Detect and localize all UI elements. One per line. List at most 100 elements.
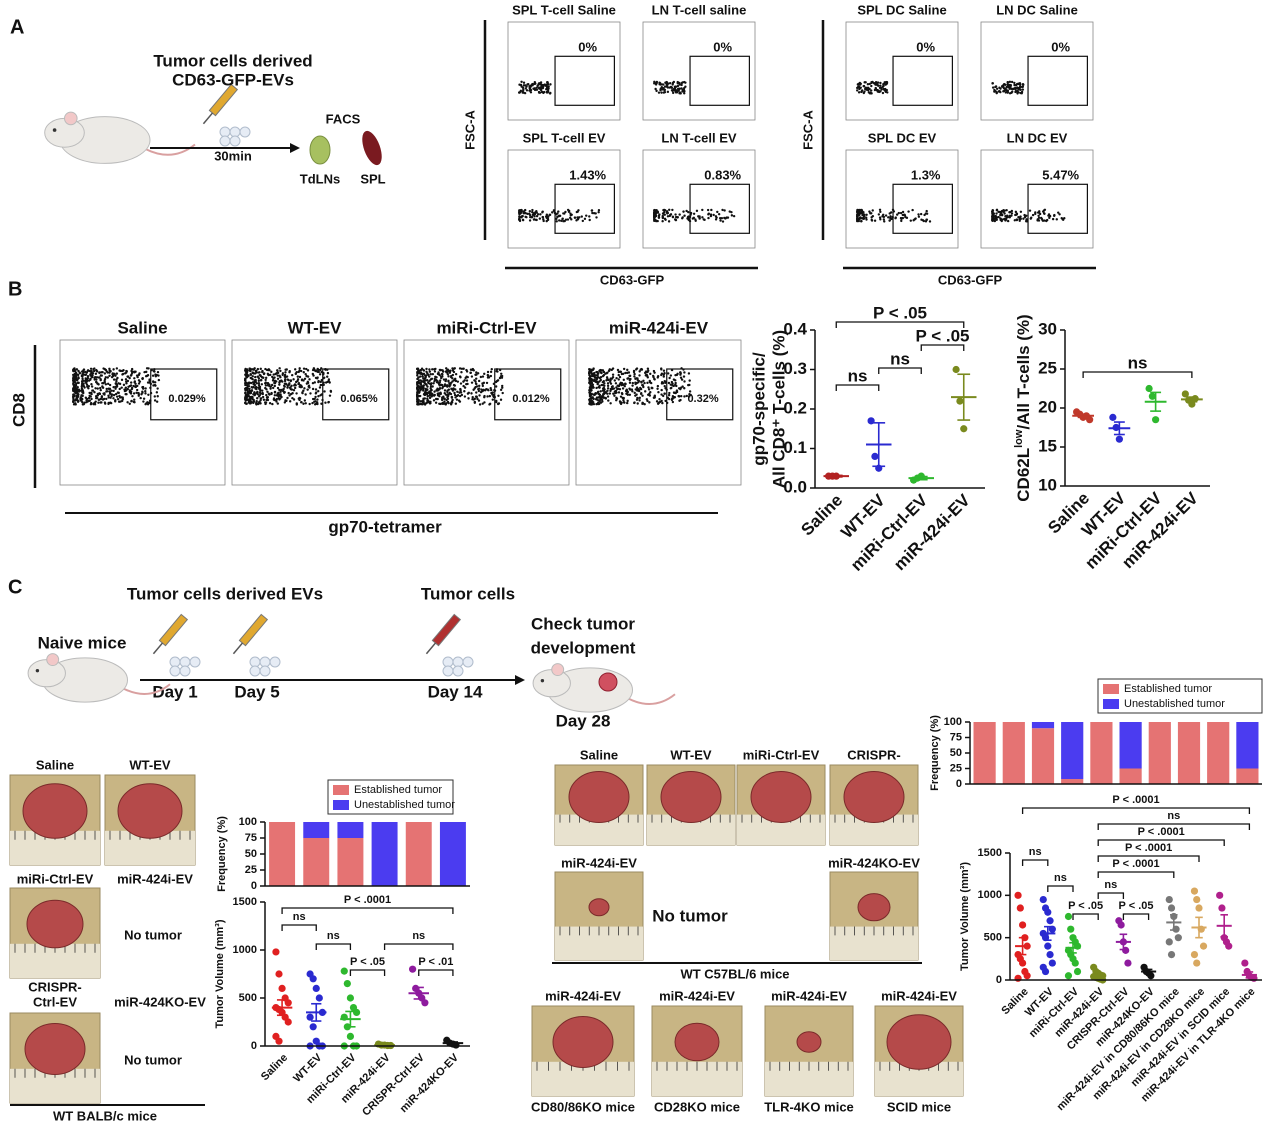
data-point xyxy=(278,984,286,993)
event-dot xyxy=(258,385,262,389)
event-dot xyxy=(901,213,904,217)
event-dot xyxy=(546,217,550,220)
event-dot xyxy=(619,381,622,384)
event-dot xyxy=(662,373,665,376)
event-dot xyxy=(868,210,871,213)
event-dot xyxy=(628,374,631,378)
event-dot xyxy=(622,378,625,382)
event-dot xyxy=(660,368,663,371)
data-point xyxy=(315,994,323,1002)
event-dot xyxy=(308,402,311,406)
event-dot xyxy=(465,370,469,373)
event-dot xyxy=(292,398,296,401)
event-dot xyxy=(311,387,315,391)
event-dot xyxy=(436,387,439,390)
event-dot xyxy=(100,401,103,404)
event-dot xyxy=(276,386,280,390)
event-dot xyxy=(154,375,158,378)
event-dot xyxy=(863,215,866,218)
event-dot xyxy=(671,208,674,212)
event-dot xyxy=(522,81,526,84)
event-dot xyxy=(456,394,460,397)
event-dot xyxy=(1058,213,1061,216)
event-dot xyxy=(156,370,160,374)
event-dot xyxy=(1006,219,1010,223)
event-dot xyxy=(279,376,282,379)
event-dot xyxy=(991,219,994,223)
event-dot xyxy=(991,215,994,219)
plot-title: SPL T-cell EV xyxy=(523,130,606,145)
syringe xyxy=(158,613,189,647)
event-dot xyxy=(596,374,599,377)
event-dot xyxy=(999,217,1003,221)
event-dot xyxy=(1040,217,1044,221)
label: Tumor cells derived xyxy=(153,51,312,70)
event-dot xyxy=(649,391,652,394)
event-dot xyxy=(152,370,156,373)
event-dot xyxy=(499,398,503,401)
event-dot xyxy=(314,388,318,391)
event-dot xyxy=(276,371,280,375)
event-dot xyxy=(1036,219,1039,222)
event-dot xyxy=(99,397,102,401)
event-dot xyxy=(76,400,80,403)
event-dot xyxy=(1011,87,1014,91)
event-dot xyxy=(991,86,995,89)
event-dot xyxy=(657,401,661,404)
event-dot xyxy=(644,374,648,377)
event-dot xyxy=(1008,210,1012,214)
event-dot xyxy=(861,212,864,215)
tumor xyxy=(26,899,84,949)
event-dot xyxy=(685,394,688,398)
event-dot xyxy=(1009,84,1013,87)
event-dot xyxy=(1061,218,1064,221)
event-dot xyxy=(288,394,291,397)
significance-bracket xyxy=(349,969,386,976)
event-dot xyxy=(326,375,329,378)
event-dot xyxy=(859,220,863,223)
event-dot xyxy=(877,213,881,216)
event-dot xyxy=(75,392,78,395)
event-dot xyxy=(254,375,257,379)
event-dot xyxy=(625,392,628,395)
label: SCID mice xyxy=(887,1099,951,1114)
event-dot xyxy=(127,385,130,388)
event-dot xyxy=(871,209,874,212)
event-dot xyxy=(264,378,267,382)
event-dot xyxy=(76,381,80,384)
event-dot xyxy=(674,213,677,216)
event-dot xyxy=(289,387,293,391)
event-dot xyxy=(501,391,504,395)
event-dot xyxy=(692,216,696,220)
event-dot xyxy=(253,379,256,382)
event-dot xyxy=(145,367,149,370)
event-dot xyxy=(677,88,681,91)
event-dot xyxy=(125,380,128,383)
event-dot xyxy=(447,369,451,373)
event-dot xyxy=(77,376,80,379)
event-dot xyxy=(90,383,93,386)
event-dot xyxy=(874,86,877,90)
event-dot xyxy=(1034,211,1037,214)
event-dot xyxy=(86,369,90,372)
bar-segment xyxy=(303,822,330,838)
event-dot xyxy=(641,383,644,387)
event-dot xyxy=(680,378,684,381)
event-dot xyxy=(488,402,492,406)
event-dot xyxy=(433,390,436,393)
event-dot xyxy=(128,390,132,394)
event-dot xyxy=(245,375,249,379)
event-dot xyxy=(95,376,99,379)
event-dot xyxy=(547,85,550,88)
gate xyxy=(892,55,953,106)
flow-plot xyxy=(845,21,959,121)
event-dot xyxy=(81,372,84,376)
tumor xyxy=(588,898,610,917)
event-dot xyxy=(678,213,681,216)
event-dot xyxy=(95,396,99,400)
event-dot xyxy=(129,381,133,384)
event-dot xyxy=(417,391,420,394)
event-dot xyxy=(600,369,603,372)
event-dot xyxy=(530,83,534,87)
event-dot xyxy=(633,372,636,376)
